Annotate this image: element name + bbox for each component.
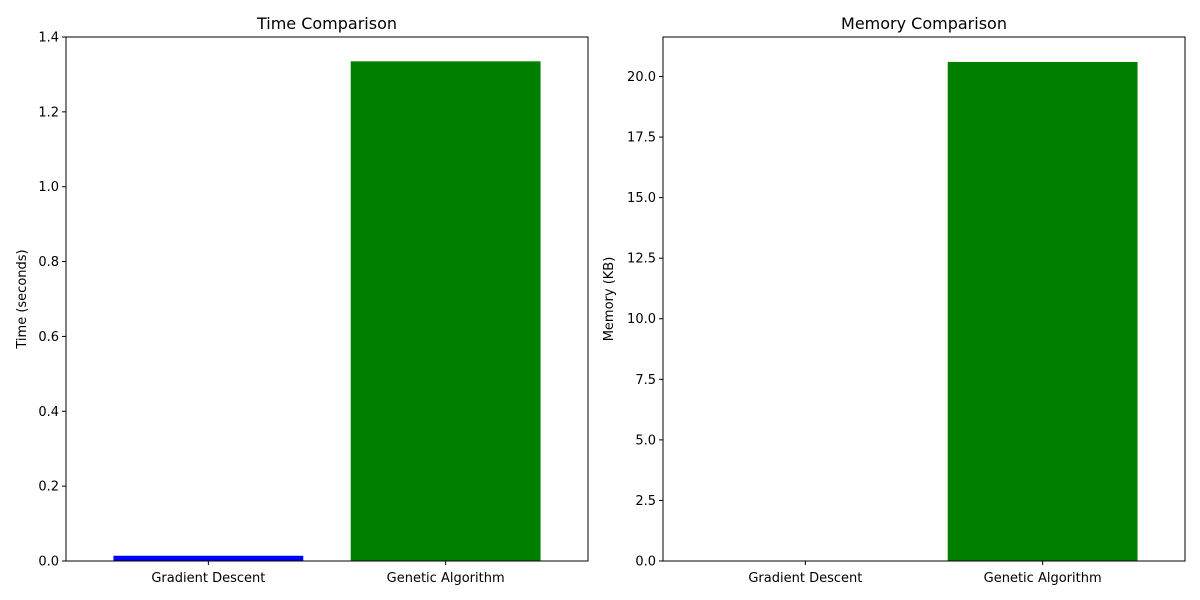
bars [113,61,541,561]
bar-genetic-algorithm [350,61,541,561]
bars [947,61,1138,561]
x-ticks: Gradient Descent Genetic Algorithm [748,561,1102,586]
y-tick-label: 1.2 [38,105,59,120]
bar-genetic-algorithm [947,61,1138,561]
y-tick-label: 0.0 [635,555,656,570]
plot-frame [65,36,589,562]
x-tick-label: Genetic Algorithm [984,571,1102,586]
x-ticks: Gradient Descent Genetic Algorithm [151,561,505,586]
y-ticks: 0.0 0.2 0.4 0.6 0.8 1.0 1.2 1.4 [38,31,66,570]
y-tick-label: 0.6 [38,330,59,345]
y-tick-label: 10.0 [627,312,656,327]
y-tick-label: 1.4 [38,31,59,46]
chart-title: Time Comparison [256,14,397,33]
y-tick-label: 15.0 [627,191,656,206]
y-tick-label: 1.0 [38,180,59,195]
y-tick-label: 12.5 [627,252,656,267]
memory-comparison-chart: Memory Comparison Memory (KB) 0.0 2.5 5.0 7… [602,14,1186,586]
y-tick-label: 0.2 [38,480,59,495]
y-tick-label: 17.5 [627,131,656,146]
x-tick-label: Gradient Descent [151,571,265,586]
y-tick-label: 7.5 [635,373,656,388]
y-axis-label: Memory (KB) [602,257,617,342]
y-tick-label: 2.5 [635,494,656,509]
x-tick-label: Gradient Descent [748,571,862,586]
y-tick-label: 0.8 [38,255,59,270]
bar-gradient-descent [113,555,304,561]
y-tick-label: 0.4 [38,405,59,420]
y-ticks: 0.0 2.5 5.0 7.5 10.0 12.5 15.0 17.5 20.0 [627,70,663,570]
x-tick-label: Genetic Algorithm [387,571,505,586]
y-axis-label: Time (seconds) [15,249,30,349]
y-tick-label: 5.0 [635,433,656,448]
y-tick-label: 20.0 [627,70,656,85]
time-comparison-chart: Time Comparison Time (seconds) 0.0 0.2 0.4… [15,14,589,586]
y-tick-label: 0.0 [38,555,59,570]
plot-frame [662,36,1186,562]
chart-title: Memory Comparison [841,14,1007,33]
